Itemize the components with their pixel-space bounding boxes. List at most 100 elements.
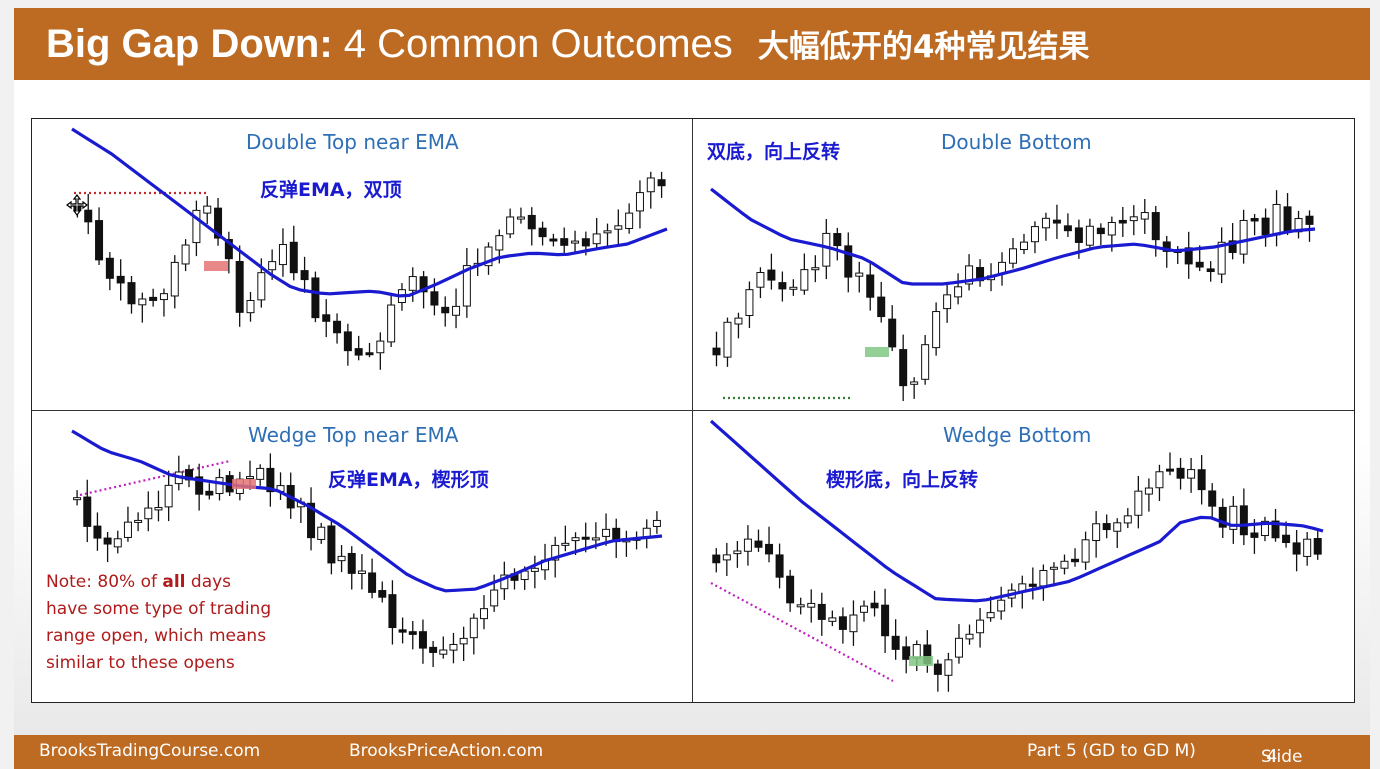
candle-body <box>1250 218 1259 222</box>
candle-body <box>1292 542 1301 555</box>
chart-grid: Double Top near EMA 反弹EMA，双顶 Double Bott… <box>31 118 1355 703</box>
candle-body <box>1239 505 1248 536</box>
candle-body <box>452 305 461 316</box>
candle-body <box>1030 226 1039 243</box>
candle-body <box>398 629 407 633</box>
candle-body <box>560 238 569 246</box>
candle-body <box>1134 490 1143 516</box>
candle-body <box>1313 538 1322 555</box>
candle-body <box>469 617 478 639</box>
candle-body <box>603 230 612 234</box>
candle-body <box>1155 471 1164 489</box>
candle-body <box>652 519 661 527</box>
candle-body <box>144 507 153 520</box>
candle-body <box>614 225 623 230</box>
candle-body <box>1102 523 1111 531</box>
candle-body <box>1228 240 1237 253</box>
candle-body <box>1041 217 1050 229</box>
ema-line <box>71 429 663 593</box>
candle-body <box>459 637 468 645</box>
candle-body <box>419 276 428 293</box>
horizontal-divider <box>32 410 1354 411</box>
candle-body <box>195 476 204 495</box>
candle-body <box>921 344 930 380</box>
candle-body <box>965 265 974 285</box>
candle-body <box>357 570 366 574</box>
candle-body <box>368 572 377 593</box>
signal-bar-marker <box>865 347 889 357</box>
candle-body <box>625 212 634 230</box>
candle-body <box>1052 219 1061 224</box>
candle-body <box>343 331 352 352</box>
candle-body <box>743 538 752 552</box>
candle-body <box>786 575 795 604</box>
candle-body <box>1271 520 1280 539</box>
candle-body <box>581 536 590 540</box>
candle-body <box>449 643 458 651</box>
signal-bar-marker <box>204 261 228 271</box>
title-bar: Big Gap Down: 4 Common Outcomes 大幅低开的4种常… <box>14 8 1370 80</box>
candle-body <box>997 599 1006 612</box>
candle-body <box>430 291 439 306</box>
footer-site-center: BrooksPriceAction.com <box>349 741 544 761</box>
candle-body <box>754 540 763 548</box>
candle-body <box>256 467 265 480</box>
candle-body <box>516 216 525 220</box>
candle-body <box>317 526 326 540</box>
candle-body <box>561 542 570 546</box>
candle-body <box>538 227 547 238</box>
wedge-top-chart <box>71 429 663 668</box>
candle-body <box>765 543 774 555</box>
candle-body <box>333 320 342 334</box>
candle-body <box>214 207 223 239</box>
note-line-2: have some type of trading <box>46 599 272 619</box>
candle-body <box>300 270 309 281</box>
footer-bar: BrooksTradingCourse.com BrooksPriceActio… <box>14 735 1370 769</box>
candle-body <box>933 663 942 675</box>
candle-body <box>1166 468 1174 472</box>
candle-body <box>1060 560 1069 569</box>
candle-body <box>870 602 879 609</box>
candle-body <box>439 649 448 655</box>
candle-body <box>138 298 147 306</box>
candle-body <box>1129 216 1138 222</box>
note-text: Note: 80% of all days have some type of … <box>46 569 346 677</box>
candle-body <box>479 608 488 620</box>
candle-body <box>1019 241 1028 251</box>
panel-double-bottom: Double Bottom 双底，向上反转 <box>693 119 1353 410</box>
note-line-3: range open, which means <box>46 626 267 646</box>
signal-bar-marker <box>232 479 256 489</box>
candle-body <box>571 240 580 244</box>
candle-body <box>591 537 600 541</box>
candle-body <box>855 272 864 277</box>
candle-body <box>602 528 611 537</box>
candle-body <box>822 232 831 267</box>
footer-slide: Slide 4 <box>1261 747 1303 767</box>
candle-body <box>418 631 427 649</box>
wedge-top-line <box>79 459 231 497</box>
candle-body <box>723 321 732 358</box>
candle-body <box>134 519 143 523</box>
candle-body <box>976 619 985 634</box>
candle-body <box>322 314 331 322</box>
candle-body <box>490 589 499 607</box>
candle-body <box>954 286 963 298</box>
candle-body <box>506 216 515 235</box>
candle-body <box>1260 520 1269 537</box>
candle-body <box>103 537 112 545</box>
candle-body <box>1092 523 1101 542</box>
title-bold: Big Gap Down: <box>46 22 333 66</box>
candle-body <box>1303 538 1312 557</box>
panel-title-wedge-top: Wedge Top near EMA <box>248 423 459 447</box>
double-bottom-chart <box>710 187 1316 402</box>
candle-body <box>127 282 136 305</box>
candle-body <box>796 604 805 608</box>
annotation-double-top: 反弹EMA，双顶 <box>260 179 402 201</box>
candle-body <box>745 289 754 316</box>
candle-body <box>756 272 765 288</box>
candle-body <box>778 282 787 290</box>
candle-body <box>224 239 233 260</box>
candle-body <box>849 614 858 633</box>
candle-body <box>235 260 244 313</box>
candle-body <box>965 633 974 640</box>
